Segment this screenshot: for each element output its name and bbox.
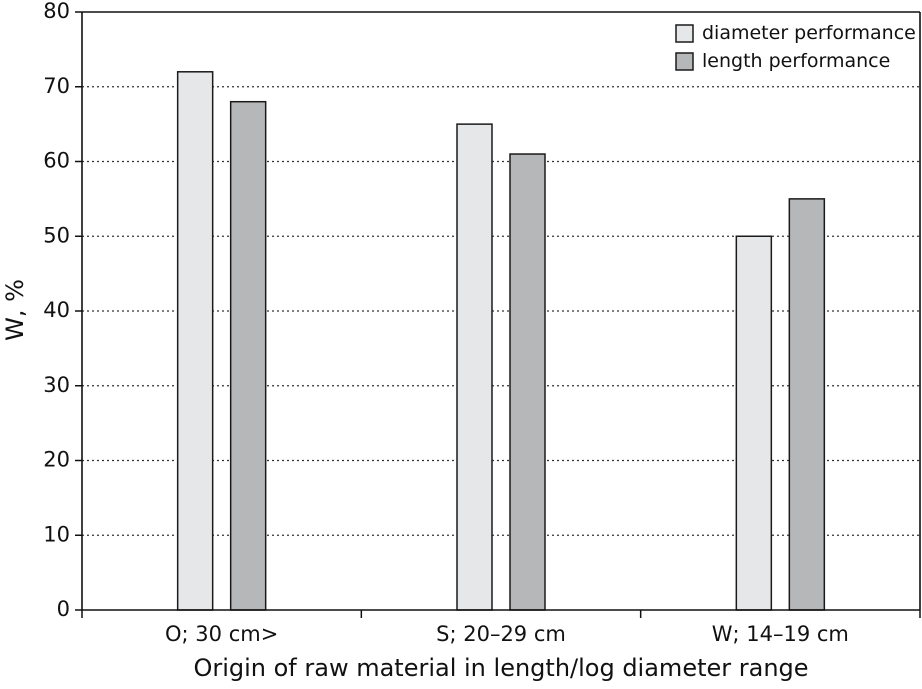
- legend-label-length: length performance: [702, 50, 890, 72]
- y-axis-title: W, %: [1, 279, 29, 341]
- legend: diameter performance length performance: [675, 22, 916, 72]
- y-tick-label: 60: [43, 149, 70, 173]
- bar-length-2: [788, 198, 826, 611]
- x-tick-label: S; 20–29 cm: [436, 622, 566, 646]
- y-tick-label: 40: [43, 298, 70, 322]
- bar-diameter-0: [176, 71, 214, 611]
- x-axis-title: Origin of raw material in length/log dia…: [193, 654, 808, 682]
- y-tick-label: 80: [43, 0, 70, 23]
- legend-swatch-length: [675, 52, 694, 71]
- bar-diameter-2: [735, 235, 773, 611]
- y-tick-label: 50: [43, 223, 70, 247]
- y-tick-label: 20: [43, 448, 70, 472]
- x-tick-label: W; 14–19 cm: [712, 622, 849, 646]
- y-tick-label: 10: [43, 522, 70, 546]
- x-tick-label: O; 30 cm>: [165, 622, 278, 646]
- bars: [176, 71, 826, 611]
- bar-length-0: [229, 100, 267, 611]
- x-axis-ticks: O; 30 cm> S; 20–29 cm W; 14–19 cm: [81, 610, 921, 646]
- y-axis-ticks: 0 10 20 30 40 50 60 70 80: [43, 0, 82, 621]
- bar-diameter-1: [456, 123, 493, 611]
- y-tick-label: 70: [43, 74, 70, 98]
- y-tick-label: 0: [57, 597, 70, 621]
- bar-length-1: [509, 153, 546, 611]
- y-tick-label: 30: [43, 373, 70, 397]
- legend-label-diameter: diameter performance: [702, 22, 916, 44]
- legend-swatch-diameter: [675, 24, 694, 43]
